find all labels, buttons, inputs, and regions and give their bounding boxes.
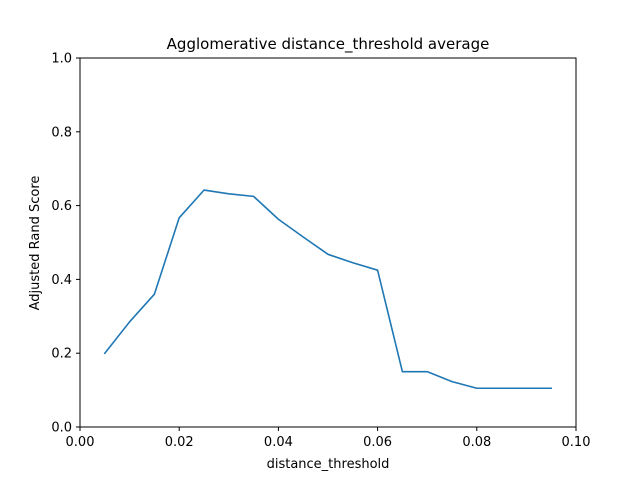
x-axis-label: distance_threshold xyxy=(267,457,390,472)
y-tick-label: 0.4 xyxy=(51,273,72,288)
x-tick-label: 0.02 xyxy=(165,435,194,450)
y-tick-label: 0.6 xyxy=(51,199,72,214)
y-axis-label: Adjusted Rand Score xyxy=(28,176,43,311)
x-tick-label: 0.00 xyxy=(66,435,95,450)
x-axis-ticks: 0.00 0.02 0.04 0.06 0.08 0.10 xyxy=(66,427,591,450)
y-tick-label: 0.8 xyxy=(51,125,72,140)
x-tick-label: 0.06 xyxy=(363,435,392,450)
series-line xyxy=(103,189,553,390)
x-tick-label: 0.08 xyxy=(462,435,491,450)
chart-title: Agglomerative distance_threshold average xyxy=(167,35,490,54)
y-axis-ticks: 0.0 0.2 0.4 0.6 0.8 1.0 xyxy=(51,52,80,436)
plot-frame xyxy=(79,57,577,428)
plot-area xyxy=(79,57,577,428)
x-tick-label: 0.10 xyxy=(562,435,591,450)
y-tick-label: 0.0 xyxy=(51,421,72,436)
y-tick-label: 0.2 xyxy=(51,347,72,362)
x-tick-label: 0.04 xyxy=(264,435,293,450)
series-layer xyxy=(103,189,553,390)
y-tick-label: 1.0 xyxy=(51,52,72,67)
